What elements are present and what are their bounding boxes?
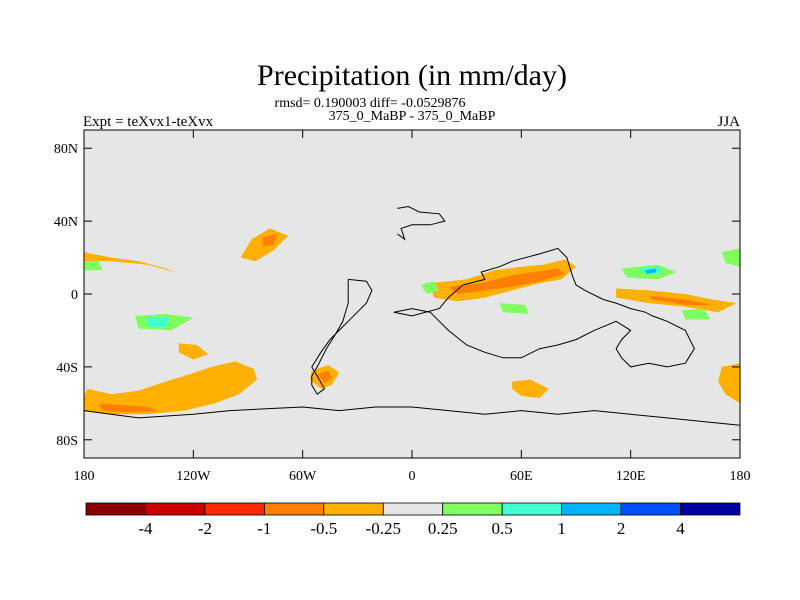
anomaly-andes-south-core — [317, 370, 332, 384]
anomaly-south-pacific-band — [84, 361, 258, 415]
y-axis: 80N 40N 0 40S 80S — [54, 142, 740, 449]
colorbar-label: 0.5 — [492, 519, 513, 538]
colorbar-swatch — [85, 502, 146, 516]
colorbar-label: -0.25 — [366, 519, 401, 538]
colorbar-label: -2 — [198, 519, 212, 538]
coastline-antarctic-margin — [83, 406, 741, 426]
coastline-layer — [83, 205, 741, 426]
anomaly-north-pacific-band — [84, 252, 176, 273]
x-tick-label: 60E — [510, 469, 533, 484]
x-tick-label: 0 — [409, 469, 416, 484]
anomaly-tropical-west-pacific-blue — [645, 268, 657, 274]
colorbar-label: 1 — [557, 519, 566, 538]
experiment-label: Expt = teXvx1-teXvx — [83, 114, 214, 130]
stats-label: rmsd= 0.190003 diff= -0.0529876 — [275, 96, 466, 111]
colorbar-label: 2 — [617, 519, 626, 538]
x-tick-label: 180 — [730, 469, 751, 484]
colorbar-label: 4 — [676, 519, 685, 538]
anomaly-sw-pacific-blob — [178, 343, 208, 360]
colorbar-swatch — [442, 502, 503, 516]
anomaly-far-west-green — [84, 261, 103, 271]
anomaly-south-indian-ocean — [512, 379, 549, 398]
colorbar-label: -1 — [257, 519, 271, 538]
x-tick-label: 120E — [616, 469, 646, 484]
colorbar-swatch — [680, 502, 741, 516]
chart-title: Precipitation (in mm/day) — [257, 59, 567, 92]
anomaly-layer — [84, 228, 740, 415]
colorbar-swatch — [561, 502, 622, 516]
anomaly-nw-africa-green — [421, 281, 440, 294]
anomaly-east-edge-north-green — [721, 248, 740, 267]
colorbar-swatch — [323, 502, 384, 516]
colorbar-label: -0.5 — [310, 519, 337, 538]
coastline-north-america-africa-outline — [393, 247, 695, 368]
coastline-north-atlantic-island — [397, 205, 446, 241]
colorbar-swatch — [501, 502, 563, 516]
y-tick-label: 0 — [71, 288, 78, 303]
y-tick-label: 40N — [54, 215, 78, 230]
anomaly-pacific-storm-core — [262, 233, 278, 247]
colorbar-label: 0.25 — [428, 519, 458, 538]
colorbar-label: -4 — [138, 519, 153, 538]
season-label: JJA — [717, 114, 740, 130]
anomaly-indian-ocean-core — [648, 295, 713, 305]
anomaly-south-pacific-core — [98, 403, 157, 413]
colorbar-swatch — [620, 502, 681, 516]
colorbar-swatch — [382, 502, 444, 516]
anomaly-sw-pacific-cyan — [147, 317, 170, 327]
y-tick-label: 40S — [56, 361, 78, 376]
case-label: 375_0_MaBP - 375_0_MaBP — [329, 109, 496, 124]
anomaly-east-edge-south — [718, 363, 740, 404]
y-tick-label: 80S — [56, 434, 78, 449]
x-tick-label: 60W — [289, 469, 317, 484]
colorbar-swatch — [204, 502, 265, 516]
colorbar-swatch — [263, 502, 325, 516]
y-tick-label: 80N — [54, 142, 78, 157]
x-tick-label: 180 — [74, 469, 95, 484]
plot-area — [83, 129, 741, 459]
x-tick-label: 120W — [176, 469, 211, 484]
anomaly-nh-africa-green-strip — [499, 303, 529, 314]
anomaly-east-pacific-green — [681, 308, 711, 320]
anomaly-africa-india-core — [448, 268, 566, 294]
colorbar: -4 -2 -1 -0.5 -0.25 0.25 0.5 1 2 4 — [85, 502, 741, 538]
coastline-south-america-outline — [311, 278, 373, 395]
colorbar-swatch — [145, 502, 206, 516]
x-axis: 180 120W 60W 0 60E 120E 180 — [74, 130, 751, 484]
